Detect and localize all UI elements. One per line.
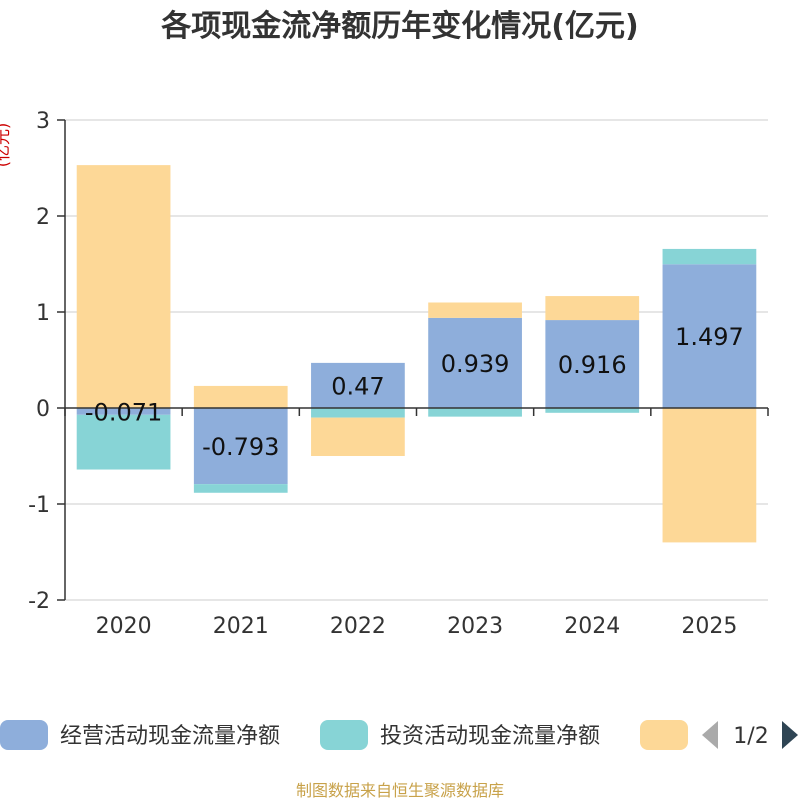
x-tick-label: 2024 [564, 614, 620, 639]
bar-series1-2021[interactable] [193, 408, 288, 485]
bar-series2-2025[interactable] [662, 248, 757, 265]
bars[interactable] [76, 165, 757, 543]
x-tick-label: 2025 [681, 614, 737, 639]
data-label: 1.497 [675, 323, 744, 351]
legend-label-2[interactable]: 投资活动现金流量净额 [380, 724, 600, 749]
bar-series1-2025[interactable] [662, 264, 757, 408]
y-tick-label: -1 [28, 493, 50, 518]
grid-lines [65, 119, 768, 601]
bar-series2-2024[interactable] [545, 408, 640, 413]
x-tick-label: 2021 [213, 614, 269, 639]
data-labels: -0.071 -0.793 0.47 0.939 0.916 1.497 [85, 323, 744, 461]
bar-series2-2021[interactable] [193, 484, 288, 493]
x-tick-label: 2022 [330, 614, 386, 639]
bar-series2-2023[interactable] [428, 408, 522, 417]
data-label: 0.916 [558, 351, 627, 379]
legend-swatch-2[interactable] [320, 720, 368, 750]
bar-series2-2022[interactable] [311, 408, 405, 418]
bar-series3-2024[interactable] [545, 296, 640, 321]
bar-series1-2023[interactable] [428, 317, 522, 408]
data-label: -0.071 [85, 398, 162, 426]
x-tick-label: 2023 [447, 614, 503, 639]
bar-series1-2024[interactable] [545, 320, 640, 408]
legend-label-1[interactable]: 经营活动现金流量净额 [60, 724, 280, 749]
legend-prev-arrow-icon[interactable] [702, 721, 718, 749]
data-label: 0.47 [331, 372, 384, 400]
legend-page-indicator: 1/2 [733, 724, 768, 749]
bar-series3-2022[interactable] [311, 417, 405, 456]
bar-series1-2022[interactable] [311, 362, 405, 408]
data-label: -0.793 [202, 433, 279, 461]
bar-series3-2025[interactable] [662, 408, 757, 543]
legend-swatch-3[interactable] [640, 720, 688, 750]
y-tick-label: -2 [28, 589, 50, 614]
x-tick-label: 2020 [96, 614, 152, 639]
legend-swatch-1[interactable] [0, 720, 48, 750]
axes: 3 2 1 0 -1 -2 2020 2021 2022 2023 2024 2025 [28, 109, 769, 639]
bar-series3-2021[interactable] [193, 385, 288, 408]
bar-series3-2020[interactable] [76, 165, 171, 408]
legend[interactable]: 经营活动现金流量净额 投资活动现金流量净额 1/2 [0, 720, 798, 750]
bar-series1-2020[interactable] [76, 408, 171, 415]
y-tick-label: 0 [36, 397, 50, 422]
source-note: 制图数据来自恒生聚源数据库 [296, 781, 504, 800]
bar-series2-2020[interactable] [76, 414, 171, 470]
data-label: 0.939 [441, 350, 510, 378]
y-tick-label: 1 [36, 301, 50, 326]
y-axis-label: (亿元) [0, 123, 12, 168]
bar-series3-2023[interactable] [428, 302, 522, 318]
y-tick-label: 2 [36, 205, 50, 230]
legend-next-icon[interactable] [782, 721, 798, 749]
y-tick-label: 3 [36, 109, 50, 134]
chart-title: 各项现金流净额历年变化情况(亿元) [160, 9, 638, 44]
